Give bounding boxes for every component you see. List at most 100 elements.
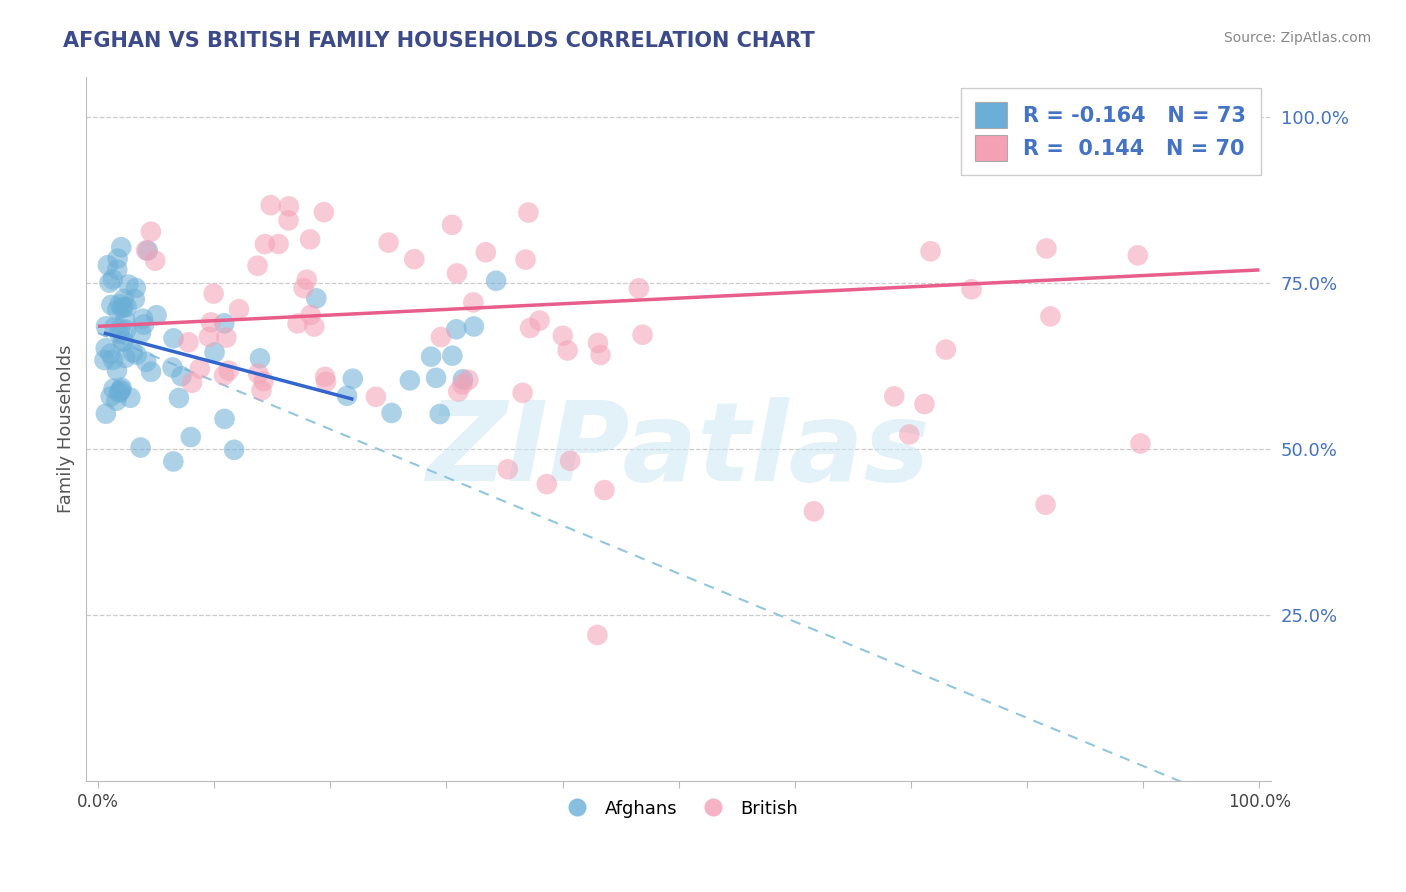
Point <box>260 198 283 212</box>
Point <box>277 199 299 213</box>
Point <box>898 427 921 442</box>
Point <box>1126 248 1149 262</box>
Point <box>474 245 496 260</box>
Point <box>315 375 337 389</box>
Point <box>112 300 135 314</box>
Point <box>377 235 399 250</box>
Y-axis label: Family Households: Family Households <box>58 345 75 514</box>
Point <box>162 454 184 468</box>
Point <box>103 382 125 396</box>
Point <box>122 345 145 359</box>
Point <box>252 374 274 388</box>
Point <box>512 385 534 400</box>
Point <box>117 277 139 292</box>
Point <box>627 281 650 295</box>
Point <box>463 295 485 310</box>
Point <box>215 330 238 344</box>
Point <box>249 351 271 366</box>
Point <box>803 504 825 518</box>
Point <box>429 407 451 421</box>
Point <box>593 483 616 497</box>
Point <box>100 390 122 404</box>
Point <box>110 240 132 254</box>
Point <box>253 237 276 252</box>
Point <box>228 302 250 317</box>
Point <box>214 317 236 331</box>
Point <box>342 372 364 386</box>
Point <box>200 315 222 329</box>
Text: AFGHAN VS BRITISH FAMILY HOUSEHOLDS CORRELATION CHART: AFGHAN VS BRITISH FAMILY HOUSEHOLDS CORR… <box>63 31 815 51</box>
Point <box>110 381 132 395</box>
Point <box>224 442 246 457</box>
Point <box>111 301 134 315</box>
Point <box>557 343 579 358</box>
Point <box>139 365 162 379</box>
Point <box>463 319 485 334</box>
Point <box>135 244 157 258</box>
Point <box>100 298 122 312</box>
Point <box>204 345 226 359</box>
Point <box>214 412 236 426</box>
Point <box>110 321 132 335</box>
Point <box>589 348 612 362</box>
Point <box>287 317 309 331</box>
Point <box>180 430 202 444</box>
Point <box>920 244 942 259</box>
Point <box>485 274 508 288</box>
Point <box>145 308 167 322</box>
Point <box>935 343 957 357</box>
Point <box>170 369 193 384</box>
Point <box>381 406 404 420</box>
Point <box>136 244 159 258</box>
Point <box>132 311 155 326</box>
Point <box>120 391 142 405</box>
Point <box>101 352 124 367</box>
Point <box>212 368 235 383</box>
Point <box>246 259 269 273</box>
Text: Source: ZipAtlas.com: Source: ZipAtlas.com <box>1223 31 1371 45</box>
Point <box>451 377 474 392</box>
Point <box>181 376 204 390</box>
Point <box>420 350 443 364</box>
Point <box>457 373 479 387</box>
Point <box>125 348 148 362</box>
Point <box>124 293 146 307</box>
Legend: Afghans, British: Afghans, British <box>553 792 806 825</box>
Point <box>162 360 184 375</box>
Point <box>139 225 162 239</box>
Point <box>177 335 200 350</box>
Point <box>1039 310 1062 324</box>
Text: ZIPatlas: ZIPatlas <box>427 397 931 504</box>
Point <box>519 321 541 335</box>
Point <box>114 351 136 365</box>
Point <box>1129 436 1152 450</box>
Point <box>250 384 273 398</box>
Point <box>100 347 122 361</box>
Point <box>517 205 540 219</box>
Point <box>558 454 581 468</box>
Point <box>98 276 121 290</box>
Point <box>105 393 128 408</box>
Point <box>115 323 138 337</box>
Point <box>312 205 335 219</box>
Point <box>451 372 474 386</box>
Point <box>441 218 464 232</box>
Point <box>188 361 211 376</box>
Point <box>162 331 184 345</box>
Point <box>441 349 464 363</box>
Point <box>94 319 117 334</box>
Point <box>129 441 152 455</box>
Point <box>107 252 129 266</box>
Point <box>914 397 936 411</box>
Point <box>247 367 270 381</box>
Point <box>101 272 124 286</box>
Point <box>292 281 315 295</box>
Point <box>1035 242 1057 256</box>
Point <box>105 303 128 318</box>
Point <box>304 319 326 334</box>
Point <box>110 383 132 397</box>
Point <box>295 273 318 287</box>
Point <box>111 334 134 349</box>
Point <box>267 237 290 252</box>
Point <box>105 363 128 377</box>
